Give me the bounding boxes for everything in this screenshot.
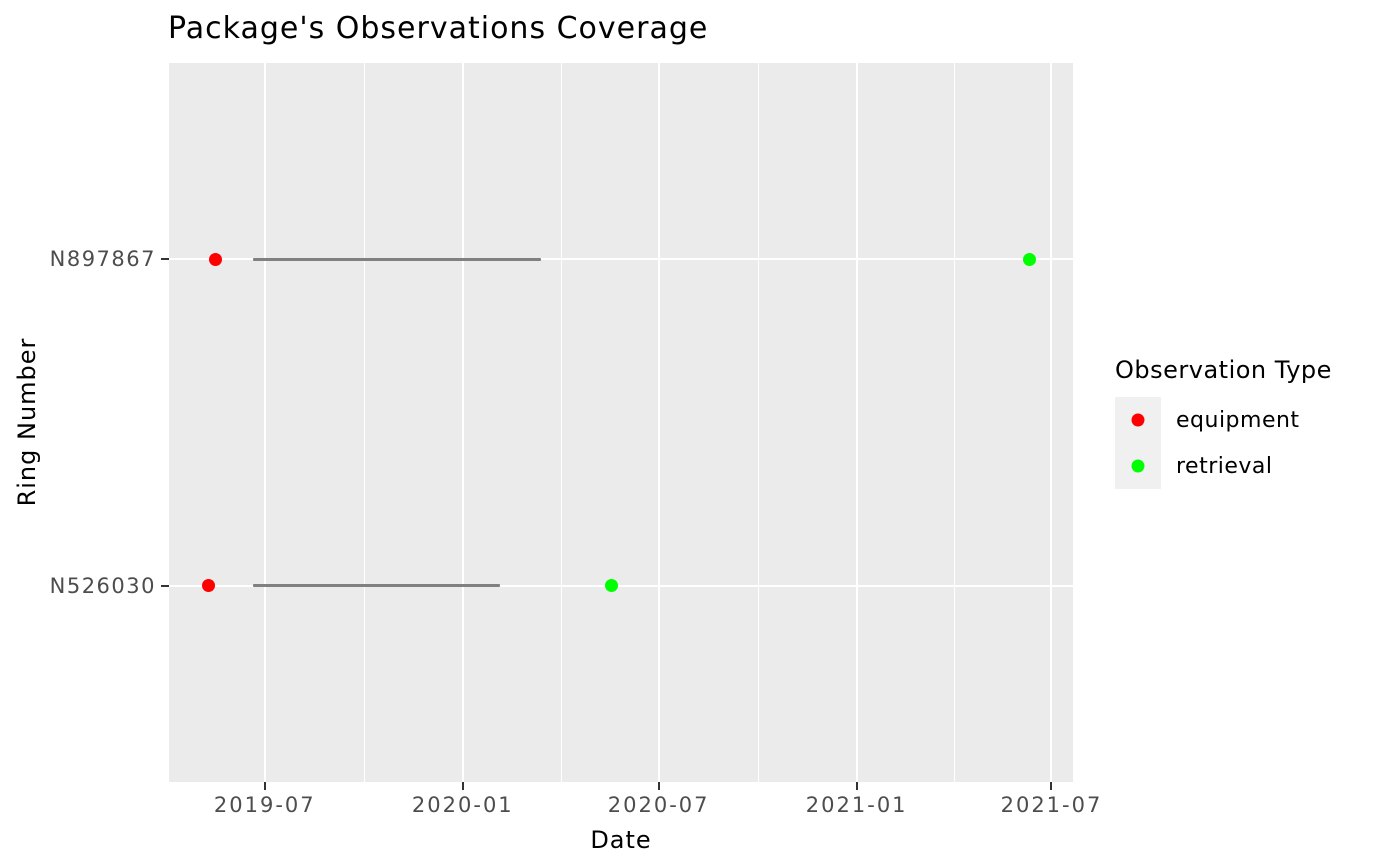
x-tick-mark [657,782,660,790]
y-tick-label: N526030 [49,573,156,598]
x-tick-mark [263,782,266,790]
x-tick-mark [855,782,858,790]
plot-panel [169,63,1073,782]
legend-item-label: retrieval [1176,453,1273,479]
gridline-vertical-major [855,63,858,782]
gridline-horizontal-major [169,258,1073,261]
y-tick-mark [161,258,169,261]
gridline-vertical-minor [757,63,759,782]
y-tick-label: N897867 [49,247,156,272]
x-tick-label: 2021-01 [805,793,908,817]
legend: Observation Type equipment retrieval [1115,356,1332,489]
plot-title: Package's Observations Coverage [168,11,709,46]
retrieval-point [1023,252,1037,266]
gridline-vertical-major [657,63,660,782]
legend-items: equipment retrieval [1115,397,1332,489]
equipment-legend-dot [1131,413,1145,427]
legend-key [1115,397,1161,443]
legend-item-equipment: equipment [1115,397,1332,443]
legend-key [1115,443,1161,489]
equipment-point [208,252,222,266]
gridline-horizontal-major [169,584,1073,587]
x-tick-mark [461,782,464,790]
gridline-vertical-minor [363,63,365,782]
y-tick-mark [161,584,169,587]
gridline-vertical-minor [560,63,562,782]
x-axis-title: Date [590,826,652,854]
gridline-vertical-major [461,63,464,782]
x-tick-label: 2020-07 [607,793,710,817]
x-tick-label: 2019-07 [213,793,316,817]
y-axis-title: Ring Number [13,337,41,507]
legend-item-retrieval: retrieval [1115,443,1332,489]
retrieval-legend-dot [1131,459,1145,473]
x-tick-mark [1050,782,1053,790]
legend-title: Observation Type [1115,356,1332,384]
gridline-vertical-minor [953,63,955,782]
gridline-vertical-major [263,63,266,782]
legend-item-label: equipment [1176,407,1300,433]
coverage-segment [252,257,542,261]
gridline-vertical-major [1050,63,1053,782]
coverage-segment [252,584,501,588]
retrieval-point [604,579,618,593]
equipment-point [202,579,216,593]
x-tick-label: 2020-01 [411,793,514,817]
x-tick-label: 2021-07 [1000,793,1103,817]
